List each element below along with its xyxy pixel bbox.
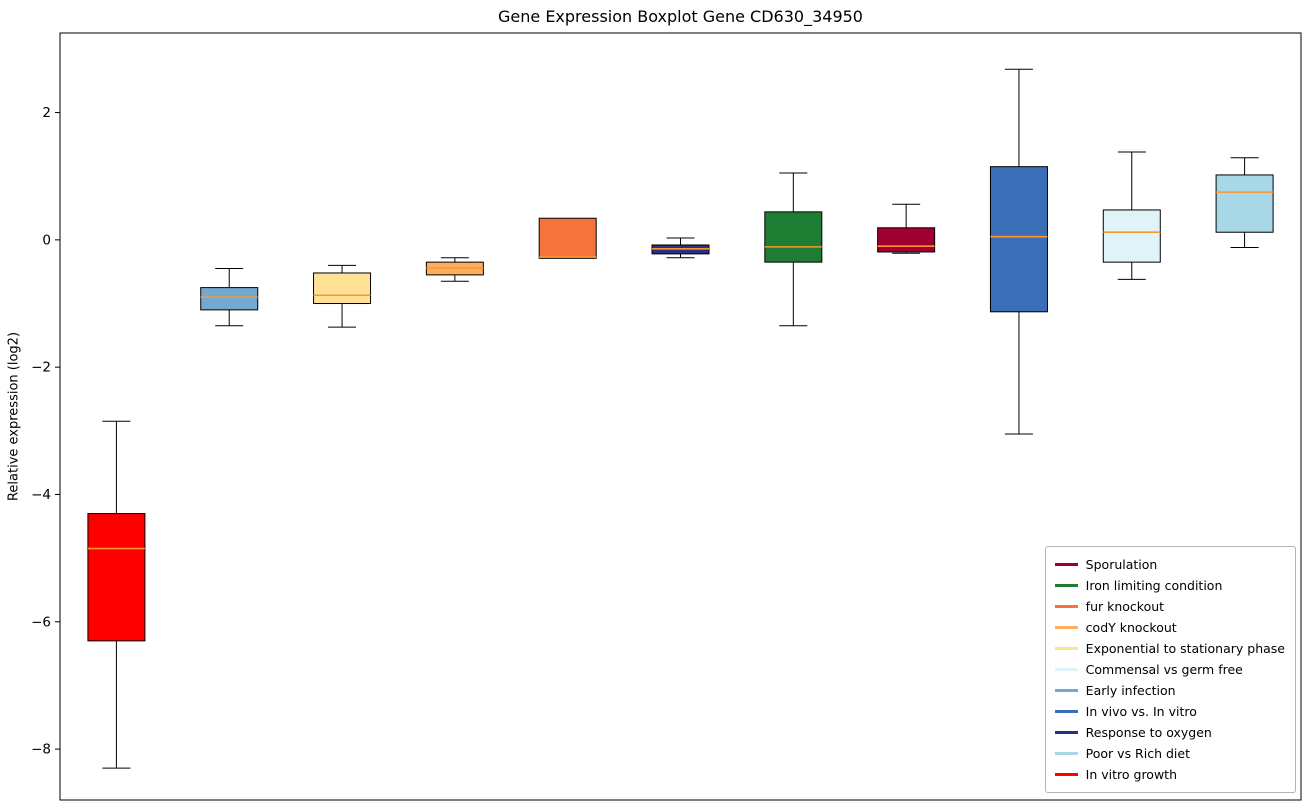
plot-frame [59, 32, 1302, 801]
legend-swatch [1054, 689, 1078, 692]
legend-swatch [1054, 731, 1078, 734]
y-tick-label: 0 [42, 232, 51, 248]
box-exponential-to-stationary-phase [313, 272, 372, 305]
box-in-vivo-vs-in-vitro [989, 166, 1048, 313]
y-tick-label: −2 [31, 360, 51, 376]
legend-swatch [1054, 647, 1078, 650]
legend-item: In vitro growth [1054, 764, 1285, 785]
legend-swatch [1054, 605, 1078, 608]
legend-label: Commensal vs germ free [1085, 662, 1243, 677]
legend-item: fur knockout [1054, 596, 1285, 617]
legend-item: codY knockout [1054, 617, 1285, 638]
legend-label: Sporulation [1085, 557, 1158, 572]
y-tick-label: 2 [42, 105, 51, 121]
box-sporulation [877, 227, 936, 253]
legend-item: Sporulation [1054, 554, 1285, 575]
chart-title: Gene Expression Boxplot Gene CD630_34950 [498, 7, 863, 26]
box-poor-vs-rich-diet [1215, 174, 1274, 233]
legend-item: Response to oxygen [1054, 722, 1285, 743]
legend-label: Response to oxygen [1085, 725, 1212, 740]
y-tick-label: −4 [31, 487, 51, 503]
box-iron-limiting-condition [764, 211, 823, 263]
legend-label: In vivo vs. In vitro [1085, 704, 1197, 719]
box-fur-knockout [538, 217, 597, 259]
legend-item: Exponential to stationary phase [1054, 638, 1285, 659]
box-early-infection [200, 287, 259, 311]
legend-item: In vivo vs. In vitro [1054, 701, 1285, 722]
legend-item: Poor vs Rich diet [1054, 743, 1285, 764]
box-in-vitro-growth [87, 513, 146, 642]
legend-label: Exponential to stationary phase [1085, 641, 1285, 656]
legend-swatch [1054, 584, 1078, 587]
y-tick-label: −8 [31, 742, 51, 758]
legend-item: Commensal vs germ free [1054, 659, 1285, 680]
legend-item: Iron limiting condition [1054, 575, 1285, 596]
legend-swatch [1054, 752, 1078, 755]
legend-label: codY knockout [1085, 620, 1177, 635]
legend-label: Iron limiting condition [1085, 578, 1223, 593]
legend-swatch [1054, 773, 1078, 776]
legend-label: Poor vs Rich diet [1085, 746, 1190, 761]
box-commensal-vs-germ-free [1102, 209, 1161, 263]
legend-label: In vitro growth [1085, 767, 1178, 782]
legend: Sporulation Iron limiting condition fur kn… [1044, 546, 1296, 793]
legend-swatch [1054, 710, 1078, 713]
legend-item: Early infection [1054, 680, 1285, 701]
legend-swatch [1054, 563, 1078, 566]
y-tick-label: −6 [31, 614, 51, 630]
legend-label: Early infection [1085, 683, 1176, 698]
y-axis-label: Relative expression (log2) [6, 331, 22, 502]
legend-swatch [1054, 626, 1078, 629]
legend-swatch [1054, 668, 1078, 671]
legend-label: fur knockout [1085, 599, 1165, 614]
